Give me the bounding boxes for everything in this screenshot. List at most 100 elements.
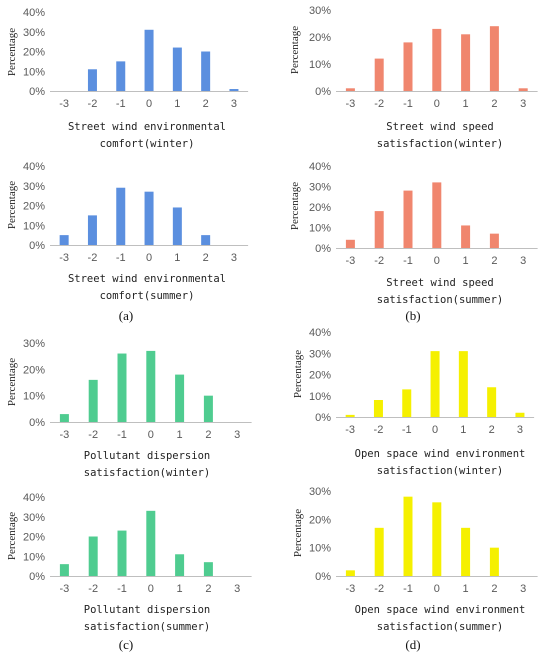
panel-label-b: (b): [405, 308, 420, 323]
bar-1: [461, 527, 471, 576]
bar--3: [59, 564, 69, 576]
x-tick-label: -2: [88, 583, 98, 595]
x-tick-label: -3: [59, 252, 69, 264]
y-tick-label: 20%: [23, 532, 45, 544]
x-axis-label-line-1: Street wind speed: [386, 277, 493, 289]
x-tick-label: 0: [434, 255, 440, 267]
y-tick-label: 10%: [23, 66, 45, 78]
x-tick-label: 1: [174, 252, 180, 264]
y-tick-label: 0%: [315, 243, 331, 255]
x-tick-label: -2: [374, 255, 384, 267]
y-tick-label: 30%: [23, 27, 45, 39]
y-axis-label: Percentage: [292, 509, 304, 557]
x-tick-label: -2: [374, 583, 384, 595]
bar-2: [489, 547, 499, 576]
y-tick-label: 10%: [309, 223, 331, 235]
bar-1: [175, 374, 185, 422]
y-tick-label: 20%: [23, 201, 45, 213]
panel-label-c: (c): [119, 637, 133, 652]
bar-2: [487, 387, 497, 417]
bar--2: [87, 215, 97, 245]
bar--3: [345, 239, 355, 248]
bar--3: [345, 414, 355, 417]
bar--2: [374, 58, 384, 91]
x-tick-label: -1: [116, 252, 126, 264]
bar-2: [203, 562, 213, 576]
x-tick-label: 2: [491, 98, 497, 110]
bar--1: [403, 496, 413, 576]
chart-7: 0% 10% 20% 30% 40% -3 -2 -1 0 1 2 3 Percentage Pollut…: [6, 492, 252, 633]
bar-2: [489, 233, 499, 248]
bar-0: [432, 28, 442, 91]
x-tick-label: 1: [177, 583, 183, 595]
x-tick-label: 0: [148, 429, 154, 441]
x-tick-label: -1: [403, 98, 413, 110]
x-tick-label: -3: [345, 424, 355, 436]
bar-1: [172, 47, 182, 91]
bar-2: [201, 235, 211, 245]
chart-5: 0% 10% 20% 30% -3 -2 -1 0 1 2 3 Percentage Pollutant…: [6, 338, 252, 479]
x-tick-label: 3: [231, 252, 237, 264]
y-tick-label: 10%: [309, 391, 331, 403]
bar-3: [515, 412, 525, 417]
y-axis-label: Percentage: [289, 26, 301, 74]
x-axis-label-line-2: satisfaction(summer): [84, 621, 210, 633]
x-tick-label: 1: [463, 98, 469, 110]
y-axis-label: Percentage: [6, 358, 18, 406]
y-tick-label: 20%: [309, 370, 331, 382]
y-tick-label: 30%: [23, 181, 45, 193]
x-axis-label-line-2: comfort(summer): [100, 290, 195, 302]
chart-8: 0% 10% 20% 30% -3 -2 -1 0 1 2 3 Percentage Open spac…: [292, 486, 538, 633]
x-tick-label: 3: [234, 429, 240, 441]
y-axis-label: Percentage: [6, 512, 18, 560]
y-tick-label: 40%: [23, 492, 45, 504]
x-tick-label: -3: [346, 583, 356, 595]
bar--2: [88, 379, 98, 422]
x-tick-label: -1: [117, 429, 127, 441]
bar-1: [458, 351, 468, 417]
x-tick-label: -3: [60, 429, 70, 441]
x-tick-label: -2: [88, 252, 98, 264]
y-tick-label: 0%: [29, 571, 45, 583]
bar--1: [402, 389, 412, 417]
x-axis-label-line-1: Pollutant dispersion: [84, 604, 210, 616]
x-axis-label-line-2: satisfaction(summer): [377, 294, 503, 306]
y-tick-label: 30%: [309, 348, 331, 360]
charts-group: 0%10%20%30%40%-3 -2 -1 0 1 2 3PercentageStreet…: [6, 5, 538, 633]
y-tick-label: 0%: [29, 240, 45, 252]
y-tick-label: 30%: [23, 512, 45, 524]
bar-1: [175, 554, 185, 576]
bar-3: [518, 88, 528, 91]
bar--2: [88, 536, 98, 576]
x-tick-label: -1: [402, 424, 412, 436]
x-axis-label-line-1: Pollutant dispersion: [84, 450, 210, 462]
x-tick-label: -2: [88, 429, 98, 441]
x-tick-label: -3: [60, 583, 70, 595]
x-tick-label: 0: [146, 98, 152, 110]
bar--1: [403, 42, 413, 91]
x-tick-label: 1: [463, 583, 469, 595]
x-tick-label: 2: [489, 424, 495, 436]
bar--3: [59, 235, 69, 245]
y-tick-label: 0%: [315, 86, 331, 98]
y-axis-label: Percentage: [292, 350, 304, 398]
x-tick-label: -2: [88, 98, 98, 110]
x-axis-label-line-1: Street wind environmental: [68, 273, 226, 285]
bar-1: [461, 34, 471, 91]
bar--1: [117, 530, 127, 576]
x-tick-label: 3: [517, 424, 523, 436]
y-axis-label: Percentage: [6, 181, 18, 229]
bar-3: [229, 89, 239, 91]
panel-label-d: (d): [405, 637, 420, 652]
bar-2: [489, 26, 499, 92]
bar--1: [117, 353, 127, 422]
x-axis-label-line-1: Open space wind environment: [355, 604, 526, 616]
x-tick-label: 2: [203, 252, 209, 264]
bar--3: [345, 570, 355, 576]
x-tick-label: -3: [346, 98, 356, 110]
x-tick-label: -1: [117, 583, 127, 595]
x-tick-label: -3: [59, 98, 69, 110]
x-tick-label: 3: [520, 583, 526, 595]
y-tick-label: 0%: [315, 412, 331, 424]
